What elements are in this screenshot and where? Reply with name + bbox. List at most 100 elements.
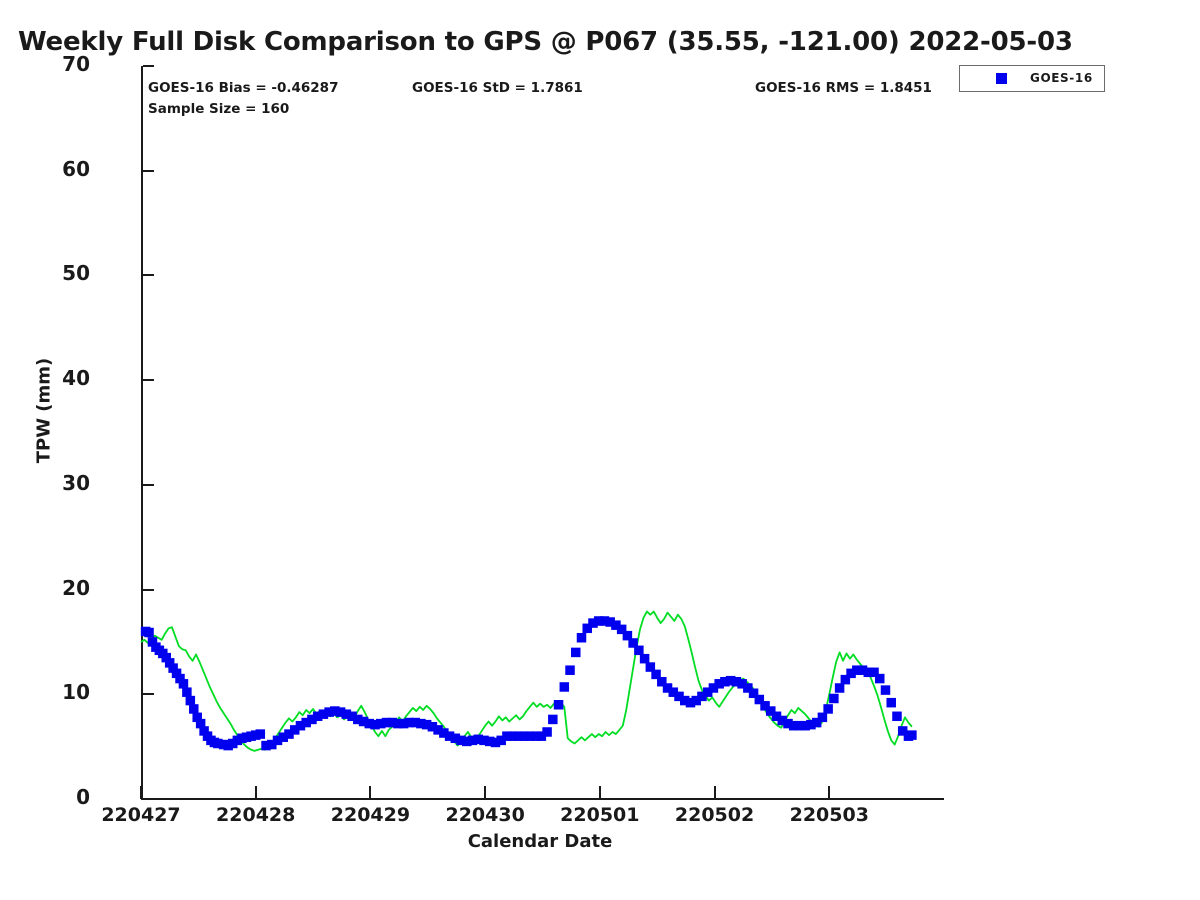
goes16-data-marker xyxy=(777,715,787,726)
goes16-data-marker xyxy=(616,624,627,635)
goes16-data-marker xyxy=(605,617,615,627)
goes16-data-marker xyxy=(829,693,839,704)
x-tick-label: 220428 xyxy=(216,804,296,826)
goes16-data-marker xyxy=(213,738,223,749)
legend-label-goes16: GOES-16 xyxy=(1030,71,1093,85)
goes16-data-marker xyxy=(218,739,229,750)
goes16-data-marker xyxy=(628,638,638,648)
stat-rms-label: GOES-16 RMS = 1.8451 xyxy=(755,80,932,96)
goes16-data-marker xyxy=(237,733,247,744)
goes16-data-marker xyxy=(147,637,158,647)
stat-bias-label: GOES-16 Bias = -0.46287 xyxy=(148,80,339,96)
goes16-data-marker xyxy=(381,717,392,728)
goes16-data-marker xyxy=(897,726,908,736)
goes16-data-marker xyxy=(502,731,512,741)
goes16-data-marker xyxy=(182,687,192,697)
goes16-data-marker xyxy=(530,731,541,741)
goes16-data-marker xyxy=(341,709,352,719)
x-tick-mark xyxy=(484,786,487,799)
goes16-data-marker xyxy=(261,740,271,751)
goes16-data-marker xyxy=(875,673,885,684)
goes16-data-marker xyxy=(171,668,182,679)
gps-line-series xyxy=(140,610,913,752)
goes16-data-marker xyxy=(168,663,178,673)
goes16-data-marker xyxy=(202,731,213,741)
goes16-data-marker xyxy=(484,736,495,747)
goes16-data-marker xyxy=(241,732,252,742)
goes16-data-marker xyxy=(301,717,311,728)
x-tick-mark xyxy=(828,786,831,799)
goes16-data-marker xyxy=(284,729,294,739)
goes16-data-marker xyxy=(639,653,650,664)
goes16-data-marker xyxy=(788,720,799,731)
goes16-data-marker xyxy=(737,679,747,689)
goes16-data-marker xyxy=(651,669,661,680)
goes16-data-marker xyxy=(387,717,397,728)
goes16-data-marker xyxy=(892,711,902,722)
goes16-data-marker xyxy=(817,712,828,723)
legend[interactable]: GOES-16 xyxy=(959,65,1105,92)
goes16-data-marker xyxy=(811,717,822,728)
goes16-data-marker xyxy=(398,718,409,729)
goes16-data-marker xyxy=(185,695,196,706)
goes16-data-marker xyxy=(496,735,506,746)
x-tick-mark xyxy=(140,786,142,799)
goes16-data-marker xyxy=(611,620,621,630)
goes16-data-marker xyxy=(223,740,233,751)
goes16-data-marker xyxy=(255,729,266,739)
goes16-data-marker xyxy=(479,735,489,746)
stat-std-label: GOES-16 StD = 1.7861 xyxy=(412,80,583,96)
goes16-data-marker xyxy=(565,665,575,675)
goes16-data-marker xyxy=(519,731,529,741)
goes16-data-marker xyxy=(318,709,329,719)
x-axis-title: Calendar Date xyxy=(467,831,613,852)
y-tick-mark xyxy=(143,693,154,696)
legend-swatch-goes16-icon xyxy=(996,73,1007,84)
goes16-data-marker xyxy=(771,711,782,722)
y-tick-label: 60 xyxy=(62,156,90,181)
y-tick-label: 0 xyxy=(76,785,90,809)
y-tick-mark xyxy=(143,798,154,800)
goes16-data-marker xyxy=(852,665,862,675)
goes16-data-marker xyxy=(674,691,684,702)
goes16-data-marker xyxy=(576,632,587,643)
goes16-data-marker xyxy=(404,717,415,728)
goes16-data-marker xyxy=(834,683,845,693)
goes16-data-marker xyxy=(702,687,713,697)
goes16-data-marker xyxy=(267,739,277,750)
goes16-data-marker xyxy=(175,673,185,684)
goes16-data-marker xyxy=(783,718,793,729)
goes16-data-marker xyxy=(754,694,765,705)
y-tick-mark xyxy=(143,379,154,382)
goes16-data-marker xyxy=(370,719,380,730)
goes16-data-marker xyxy=(823,704,833,714)
goes16-data-marker xyxy=(886,697,896,708)
goes16-data-marker xyxy=(490,737,501,748)
goes16-marker-series xyxy=(140,616,917,751)
goes16-data-marker xyxy=(189,704,199,714)
goes16-data-marker xyxy=(599,616,610,626)
goes16-data-marker xyxy=(358,716,369,727)
goes16-data-marker xyxy=(151,642,161,652)
y-tick-label: 30 xyxy=(62,470,90,495)
goes16-data-marker xyxy=(324,707,334,717)
goes16-data-marker xyxy=(192,712,202,723)
y-tick-mark xyxy=(143,65,154,67)
gps-line-path xyxy=(140,610,913,752)
y-tick-mark xyxy=(143,169,154,172)
goes16-data-marker xyxy=(456,735,466,746)
y-tick-mark xyxy=(143,483,154,486)
goes16-data-marker xyxy=(743,683,753,693)
goes16-data-marker xyxy=(863,667,874,678)
goes16-data-marker xyxy=(228,738,238,749)
goes16-data-marker xyxy=(766,706,776,716)
x-tick-mark xyxy=(598,786,601,799)
goes16-data-marker xyxy=(462,736,472,747)
goes16-data-marker xyxy=(199,726,209,736)
y-tick-mark xyxy=(143,588,154,591)
goes16-data-marker xyxy=(272,735,283,746)
goes16-data-marker xyxy=(289,725,300,735)
goes16-data-marker xyxy=(421,719,432,730)
